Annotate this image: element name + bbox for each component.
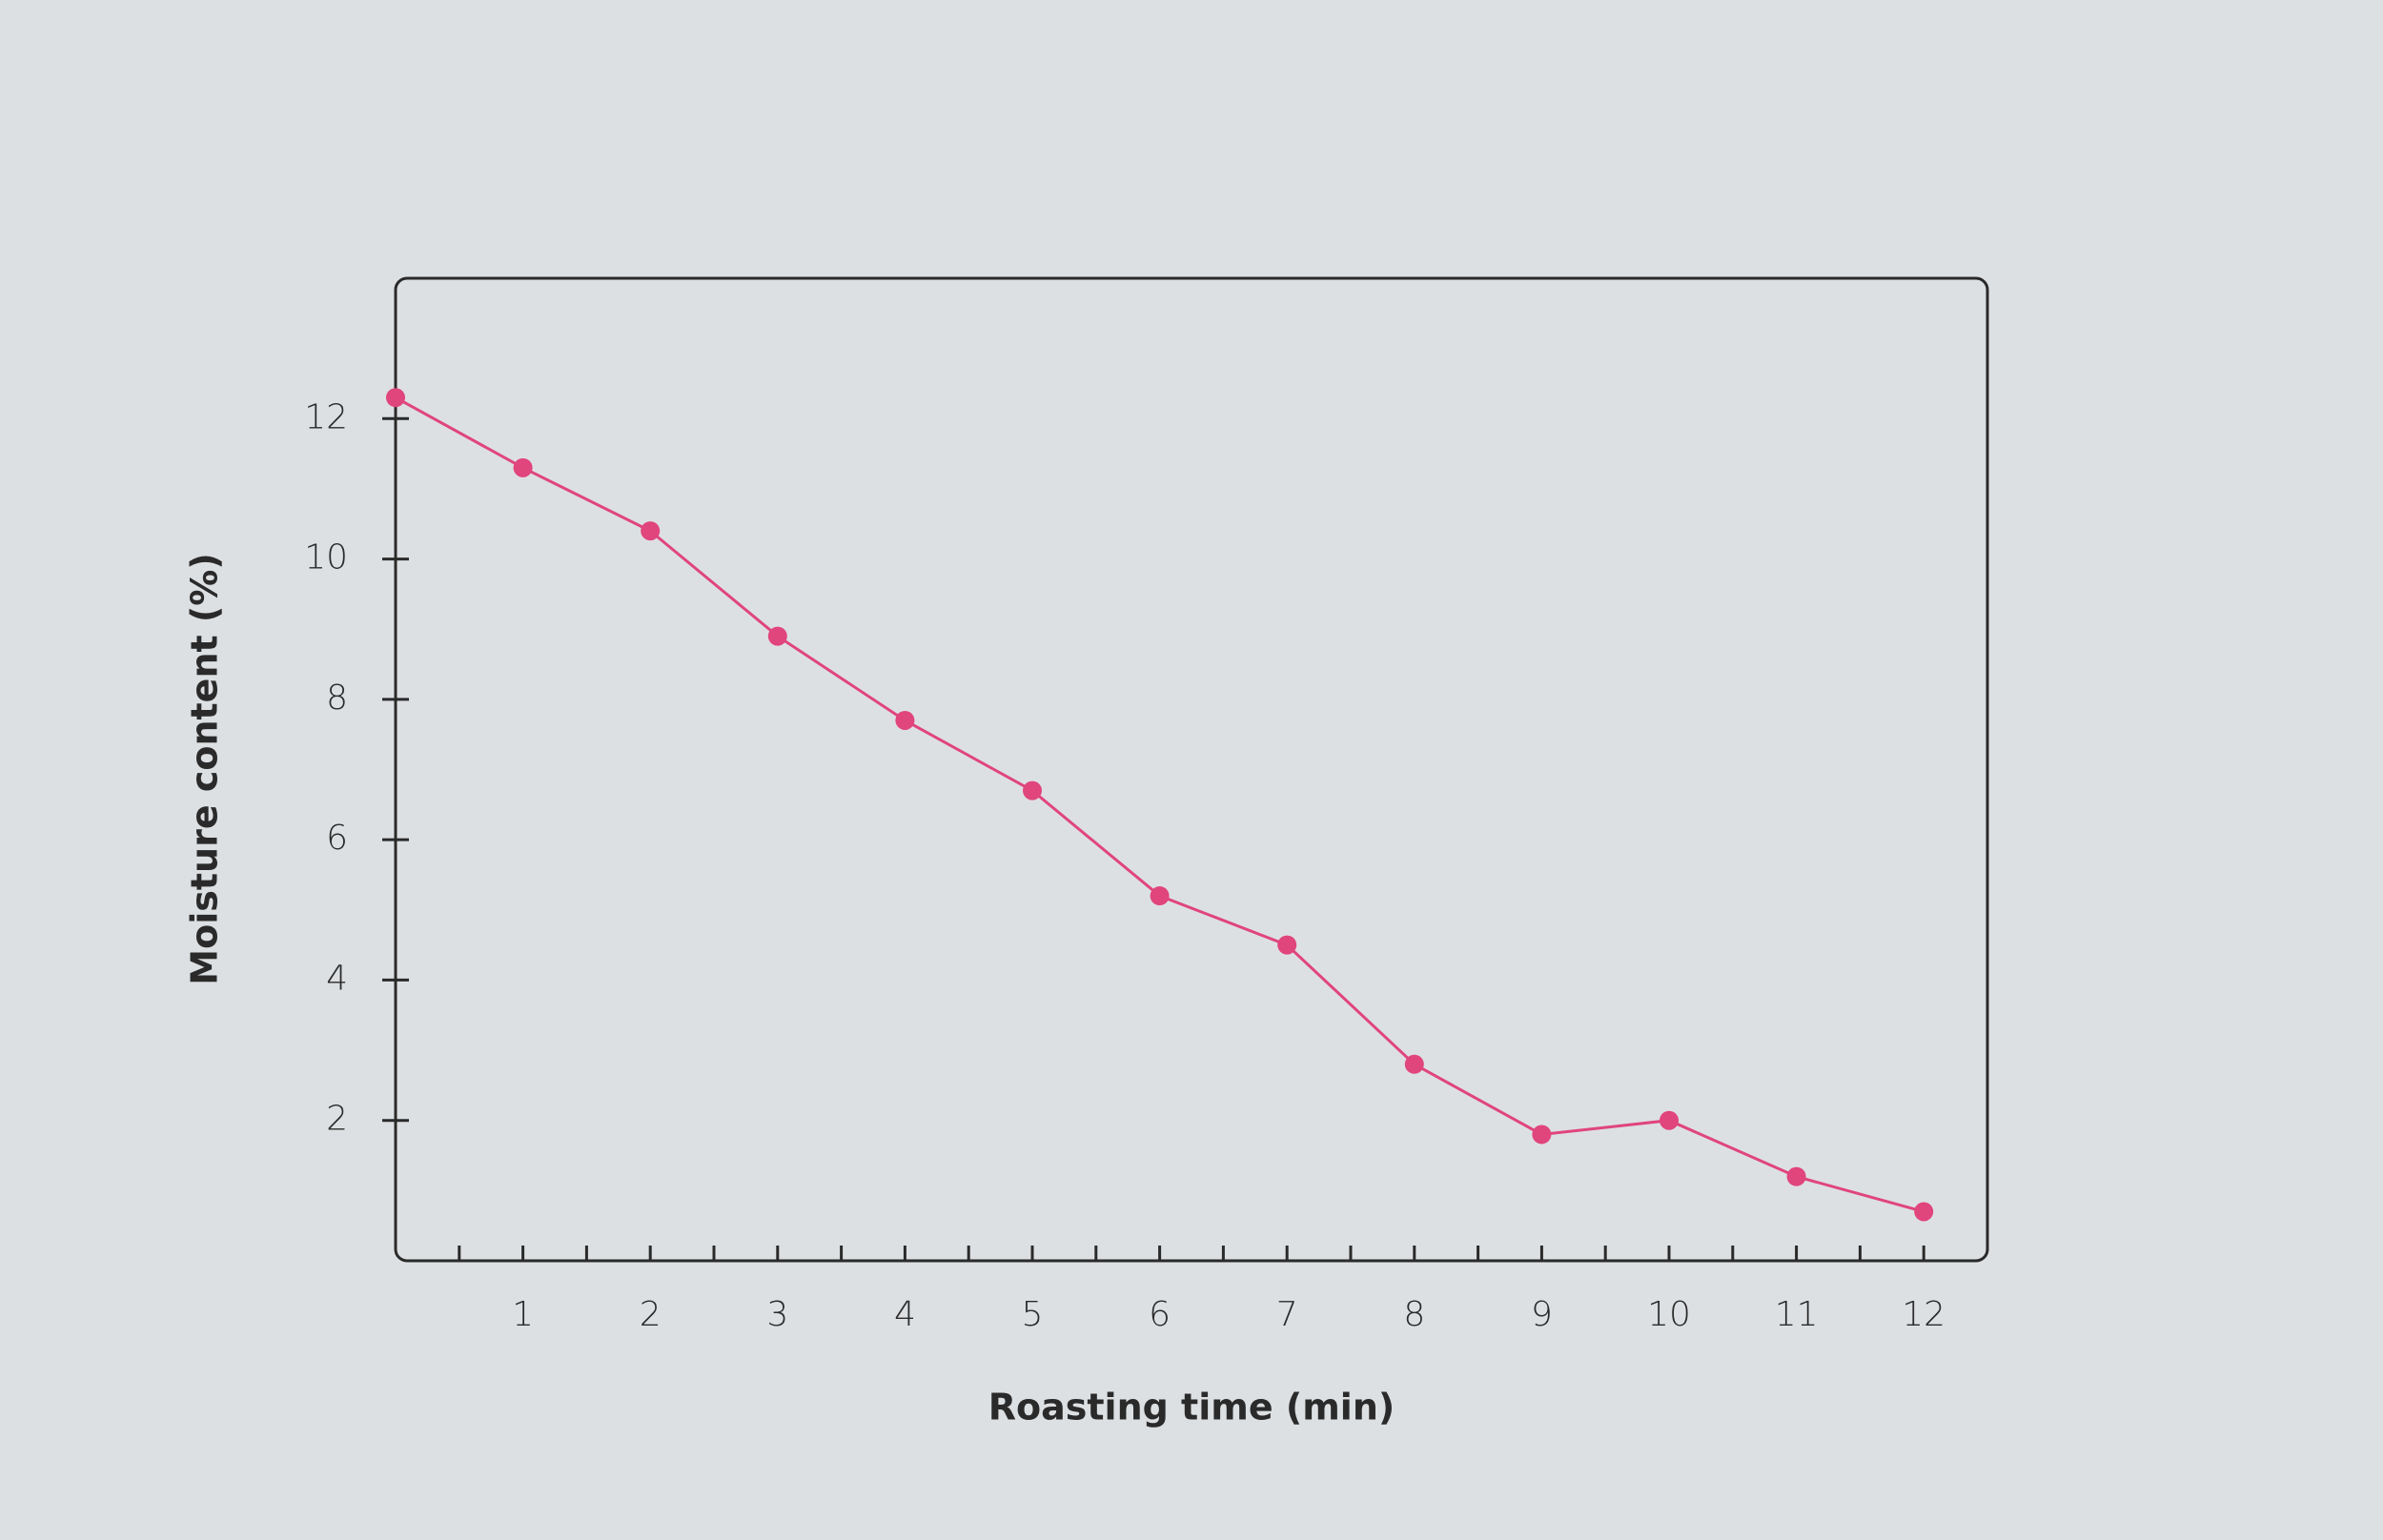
data-point (1786, 1166, 1806, 1186)
y-tick-label: 10 (304, 538, 348, 578)
data-point (1023, 780, 1042, 800)
data-point (767, 626, 787, 646)
data-point (513, 457, 533, 477)
y-tick-label: 12 (304, 397, 348, 436)
y-tick-label: 2 (326, 1100, 348, 1139)
plot-frame (394, 276, 1989, 1263)
x-tick-label: 11 (1775, 1295, 1819, 1334)
y-axis-title: Moisture content (%) (184, 553, 226, 984)
data-point (1277, 935, 1297, 955)
data-point (1660, 1110, 1679, 1130)
data-point (1532, 1125, 1552, 1145)
x-tick-label: 4 (894, 1295, 916, 1334)
data-point (386, 388, 405, 408)
data-point (1404, 1054, 1424, 1074)
data-point (895, 710, 915, 730)
y-tick-label: 6 (326, 819, 348, 858)
x-axis-title: Roasting time (min) (988, 1387, 1395, 1429)
y-tick-label: 8 (326, 679, 348, 718)
x-tick-label: 6 (1149, 1295, 1171, 1334)
x-tick-label: 12 (1902, 1295, 1945, 1334)
x-tick-label: 10 (1647, 1295, 1691, 1334)
y-tick-label: 4 (326, 959, 348, 998)
x-tick-label: 7 (1276, 1295, 1298, 1334)
x-tick-label: 1 (512, 1295, 534, 1334)
x-tick-label: 2 (640, 1295, 662, 1334)
data-point (1150, 886, 1170, 906)
x-tick-label: 8 (1403, 1295, 1425, 1334)
x-tick-label: 3 (766, 1295, 788, 1334)
x-tick-label: 9 (1531, 1295, 1553, 1334)
data-point (641, 521, 661, 541)
data-point (1914, 1202, 1934, 1222)
x-tick-label: 5 (1022, 1295, 1044, 1334)
